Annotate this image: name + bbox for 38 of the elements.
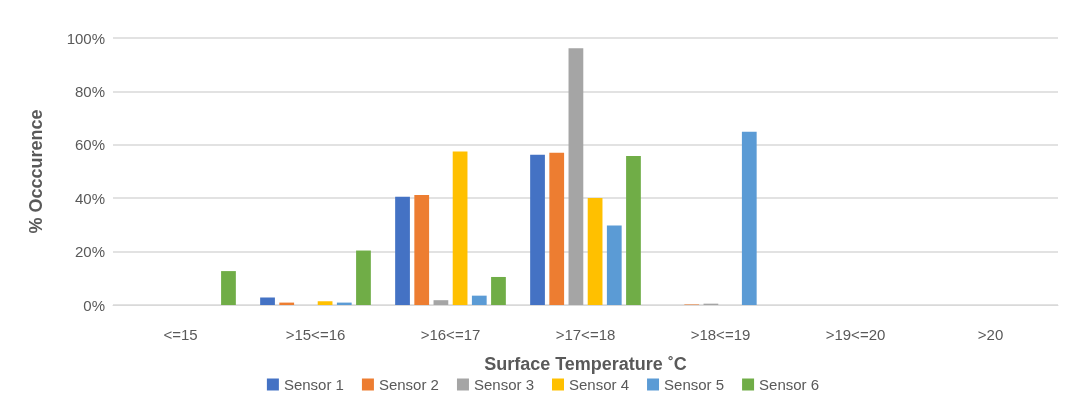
bar [587, 197, 603, 305]
x-tick-label: >20 [977, 326, 1004, 343]
x-tick-label: >17<=18 [555, 326, 616, 343]
bar [395, 196, 410, 305]
legend-label: Sensor 4 [569, 376, 630, 393]
bar [530, 154, 545, 305]
bar [568, 48, 584, 305]
y-tick-label: 80% [74, 82, 105, 100]
x-tick-label: >19<=20 [825, 326, 886, 343]
bar [741, 131, 757, 305]
bar [356, 250, 371, 305]
bar [626, 156, 641, 305]
bar [260, 297, 275, 305]
x-axis-title: Surface Temperature ˚C [484, 354, 687, 374]
x-tick-label: >18<=19 [690, 326, 751, 343]
legend-label: Sensor 6 [759, 376, 820, 393]
x-tick-label: <=15 [163, 326, 198, 343]
bar [433, 300, 449, 305]
x-tick-label: >16<=17 [420, 326, 481, 343]
bar [471, 295, 487, 305]
bar [221, 271, 236, 305]
y-tick-label: 20% [74, 243, 105, 261]
bar [452, 151, 468, 305]
y-tick-label: 100% [66, 29, 105, 47]
y-axis-title: % Occcurence [26, 109, 46, 234]
bar [549, 152, 565, 305]
bar [317, 301, 333, 305]
y-tick-label: 60% [74, 136, 105, 154]
y-tick-label: 0% [83, 296, 105, 314]
bar [414, 195, 430, 305]
x-tick-label: >15<=16 [285, 326, 346, 343]
legend-label: Sensor 3 [473, 376, 535, 393]
legend-label: Sensor 5 [664, 376, 725, 393]
y-tick-label: 40% [74, 189, 105, 207]
legend-label: Sensor 1 [283, 376, 344, 393]
bar [606, 225, 622, 305]
legend-label: Sensor 2 [378, 376, 439, 393]
bar [491, 276, 506, 305]
